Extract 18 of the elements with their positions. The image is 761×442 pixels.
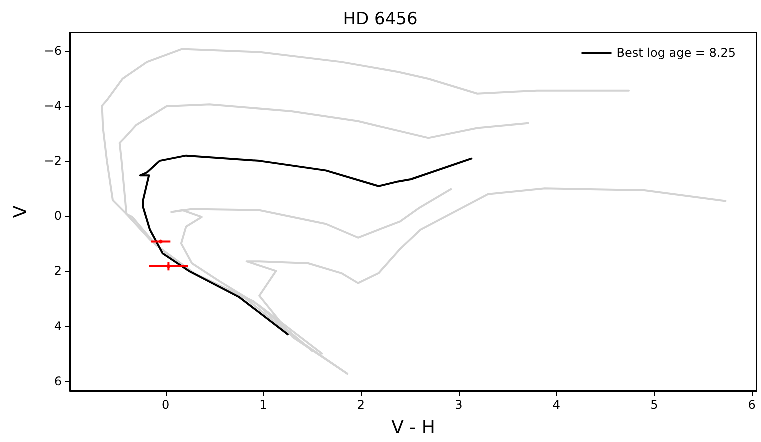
y-axis-title: V — [10, 205, 32, 218]
x-tick-label: 1 — [260, 398, 268, 412]
x-tick-label: 0 — [162, 398, 170, 412]
y-tick-label: −6 — [44, 44, 62, 58]
x-tick-label: 6 — [748, 398, 756, 412]
y-tick-label: 4 — [54, 319, 62, 334]
x-tick-label: 5 — [650, 398, 658, 412]
x-tick-label: 2 — [357, 398, 366, 412]
y-tick-label: −4 — [44, 98, 62, 113]
y-tick-label: 6 — [54, 374, 62, 388]
y-tick-label: 2 — [54, 264, 62, 278]
y-tick-label: 0 — [54, 209, 62, 224]
x-tick-label: 4 — [552, 398, 560, 412]
x-axis-title: V - H — [392, 418, 436, 438]
x-tick-label: 3 — [455, 398, 463, 412]
y-tick-label: −2 — [44, 154, 62, 168]
legend-label: Best log age = 8.25 — [616, 46, 736, 60]
chart-title: HD 6456 — [343, 10, 418, 30]
